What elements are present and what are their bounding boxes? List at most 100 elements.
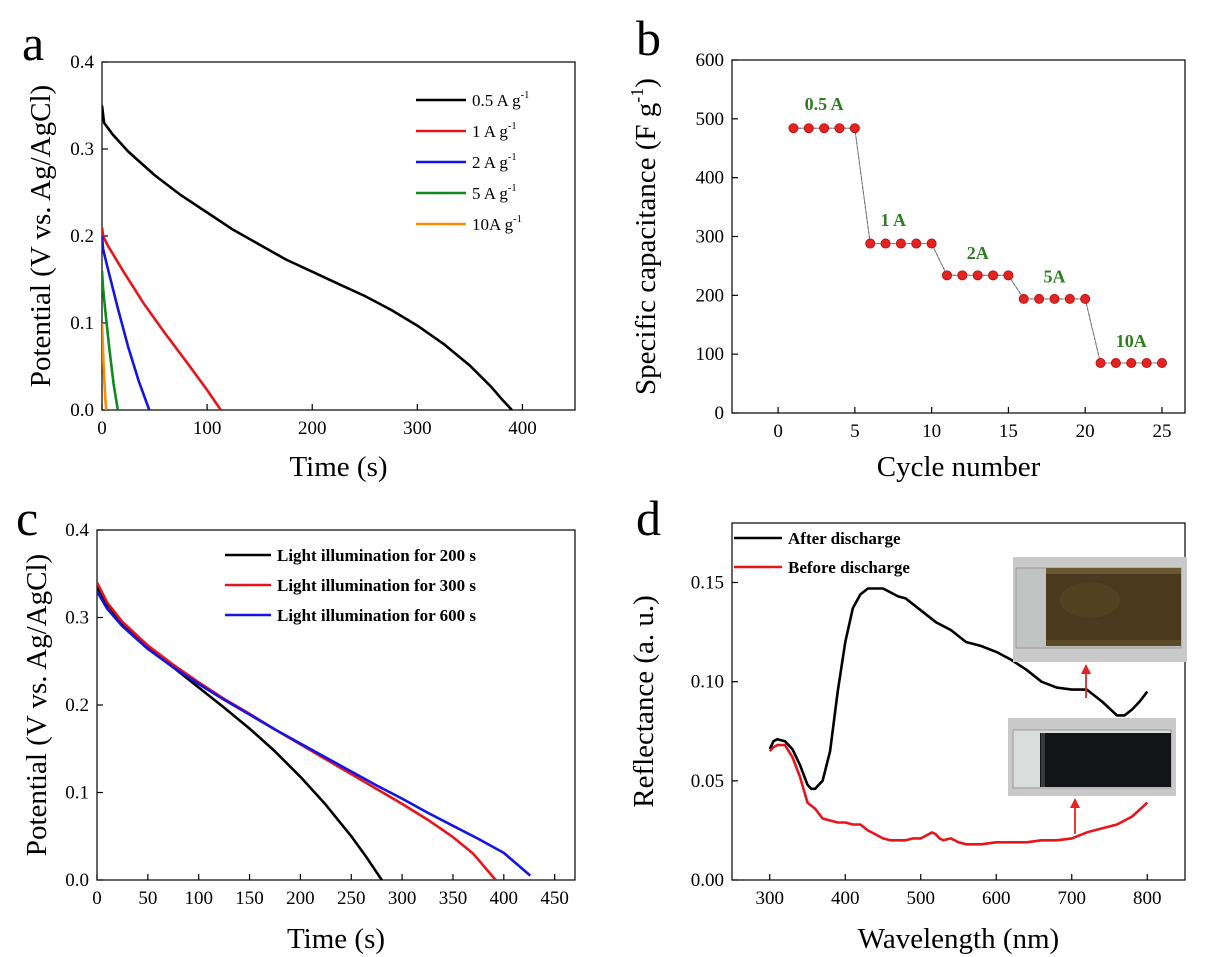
y-axis-label: Potential (V vs. Ag/AgCl) [21, 554, 53, 856]
x-axis-label: Time (s) [287, 923, 385, 955]
x-tick-label: 300 [388, 888, 417, 909]
series-line-3 [102, 235, 151, 410]
data-point [1034, 293, 1045, 304]
data-point [1049, 293, 1060, 304]
y-tick-label: 600 [696, 50, 725, 71]
x-tick-label: 0 [773, 421, 783, 442]
y-tick-label: 0.1 [65, 783, 89, 804]
x-tick-label: 700 [1058, 888, 1087, 909]
data-point [1141, 357, 1152, 368]
panel-d-chart: 300 400 500 600 700 800 0.00 0.05 0.10 0.15 Wavele… [628, 522, 1187, 955]
plot-frame [101, 61, 576, 411]
data-point [1156, 357, 1167, 368]
legend-label: 0.5 A g-1 [472, 90, 529, 110]
x-tick-label: 250 [337, 888, 366, 909]
series-line-2 [102, 227, 222, 410]
data-point [1110, 357, 1121, 368]
legend-label: Light illumination for 200 s [277, 546, 476, 565]
data-point [1080, 293, 1091, 304]
y-axis-label: Potential (V vs. Ag/AgCl) [25, 85, 57, 387]
y-tick-label: 0.3 [70, 139, 94, 160]
series-line-5 [102, 322, 108, 410]
panel-label-c: c [16, 490, 38, 546]
data-point [865, 238, 876, 249]
legend-label: 5 A g-1 [472, 183, 517, 203]
panel-b-chart: 0 5 10 15 20 25 0 100 200 300 400 500 600 Cycle numbe… [627, 50, 1186, 483]
y-axis-label: Reflectance (a. u.) [628, 595, 660, 808]
y-tick-label: 0.2 [65, 695, 89, 716]
x-tick-label: 5 [850, 421, 860, 442]
x-tick-label: 800 [1133, 888, 1162, 909]
series-line-2 [768, 743, 1149, 846]
y-tick-label: 0.10 [691, 672, 724, 693]
data-point [895, 238, 906, 249]
series-line-3 [97, 590, 532, 877]
legend-label: Before discharge [788, 558, 910, 577]
x-tick-label: 400 [490, 888, 519, 909]
x-tick-label: 150 [235, 888, 264, 909]
x-tick-label: 300 [403, 418, 432, 439]
x-tick-label: 400 [831, 888, 860, 909]
arrow-head-icon [1070, 798, 1080, 808]
y-tick-label: 300 [696, 227, 725, 248]
y-tick-label: 0.00 [691, 870, 724, 891]
x-tick-label: 200 [298, 418, 327, 439]
panel-label-b: b [636, 10, 661, 66]
panel-label-d: d [636, 490, 661, 546]
legend-label: After discharge [788, 529, 901, 548]
inset-photo-before-discharge [1008, 718, 1176, 796]
y-tick-label: 0.05 [691, 771, 724, 792]
data-point [1018, 293, 1029, 304]
y-tick-label: 0.4 [70, 52, 94, 73]
legend-label: 10A g-1 [472, 214, 522, 234]
inset-photo-after-discharge [1013, 557, 1187, 662]
arrow-head-icon [1081, 664, 1091, 674]
y-tick-label: 500 [696, 109, 725, 130]
x-axis-label: Wavelength (nm) [858, 923, 1059, 955]
data-point [1003, 270, 1014, 281]
legend-label: 2 A g-1 [472, 152, 517, 172]
data-point [972, 270, 983, 281]
x-tick-label: 500 [907, 888, 936, 909]
x-tick-label: 450 [540, 888, 569, 909]
x-tick-label: 0 [92, 888, 102, 909]
legend-label: 1 A g-1 [472, 121, 517, 141]
y-tick-label: 0.1 [70, 313, 94, 334]
x-tick-label: 20 [1076, 421, 1095, 442]
series-line-2 [97, 581, 497, 880]
data-point [911, 238, 922, 249]
panel-c-chart: 0 50 100 150 200 250 300 350 400 450 0.0 0.1 0.2 0.3 0… [21, 520, 576, 955]
x-tick-label: 100 [193, 418, 222, 439]
y-tick-label: 0.4 [65, 520, 89, 541]
data-point [1064, 293, 1075, 304]
data-point [988, 270, 999, 281]
legend-label: Light illumination for 300 s [277, 576, 476, 595]
y-tick-label: 0 [715, 403, 725, 424]
y-tick-label: 200 [696, 285, 725, 306]
rate-label: 10A [1116, 331, 1147, 351]
x-tick-label: 25 [1152, 421, 1171, 442]
data-point [849, 123, 860, 134]
data-point [788, 123, 799, 134]
y-tick-label: 0.0 [70, 400, 94, 421]
x-tick-label: 200 [286, 888, 315, 909]
x-tick-label: 300 [756, 888, 785, 909]
data-point [819, 123, 830, 134]
data-point [1095, 357, 1106, 368]
y-tick-label: 0.0 [65, 870, 89, 891]
data-point [803, 123, 814, 134]
x-tick-label: 10 [922, 421, 941, 442]
rate-label: 0.5 A [805, 94, 844, 114]
y-tick-label: 0.15 [691, 573, 724, 594]
data-point [880, 238, 891, 249]
panel-a-chart: 0 100 200 300 400 0.0 0.1 0.2 0.3 0.4 Time (s) Pote… [25, 52, 576, 483]
x-axis-label: Cycle number [877, 451, 1041, 483]
rate-label: 5A [1043, 266, 1065, 286]
x-tick-label: 400 [508, 418, 537, 439]
rate-label: 1 A [880, 210, 906, 230]
series-line-1 [97, 586, 383, 880]
y-tick-label: 0.3 [65, 608, 89, 629]
x-tick-label: 350 [439, 888, 468, 909]
legend-label: Light illumination for 600 s [277, 606, 476, 625]
